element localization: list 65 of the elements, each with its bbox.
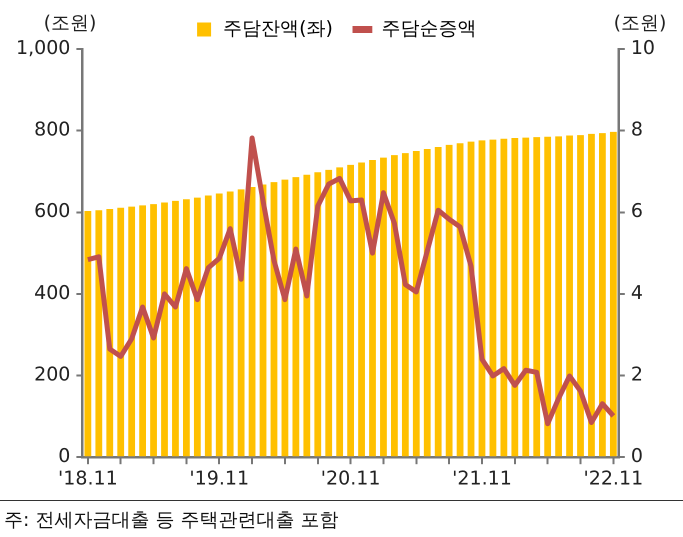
y-tick-label: 400	[34, 282, 70, 304]
bar	[204, 196, 212, 456]
bar	[248, 186, 256, 456]
bar	[456, 143, 464, 456]
bar	[369, 160, 376, 456]
bar	[555, 136, 562, 456]
bar	[270, 182, 278, 456]
bar	[139, 205, 146, 456]
bar	[84, 211, 92, 456]
bar	[183, 199, 190, 456]
bar	[172, 200, 179, 456]
legend-label: 주담순증액	[381, 17, 476, 40]
bar	[522, 138, 530, 456]
bar	[402, 153, 409, 456]
x-tick-label: '19.11	[189, 468, 250, 490]
bar	[128, 206, 136, 456]
y2-tick-label: 6	[630, 200, 643, 222]
bar	[117, 208, 124, 456]
bar	[599, 133, 606, 456]
bar	[446, 144, 453, 456]
bar	[194, 198, 201, 456]
bar	[533, 137, 540, 456]
x-tick-label: '21.11	[452, 468, 512, 490]
bar	[588, 134, 595, 456]
y2-axis-title: (조원)	[614, 12, 666, 34]
x-tick-label: '18.11	[58, 468, 118, 490]
bar	[161, 202, 168, 456]
bar	[500, 138, 508, 456]
bar	[511, 138, 518, 456]
bar	[216, 194, 223, 456]
bar	[412, 151, 420, 456]
bar	[478, 140, 486, 456]
y-axis-title: (조원)	[44, 12, 96, 34]
y2-tick-label: 4	[630, 282, 643, 304]
legend-label: 주담잔액(좌)	[223, 17, 333, 40]
text: 주: 전세자금대출 등 주택관련대출 포함	[0, 500, 683, 533]
bar	[391, 155, 398, 456]
bar	[358, 162, 365, 456]
bar	[490, 140, 496, 456]
x-tick-label: '20.11	[320, 468, 380, 490]
y-tick-label: 0	[58, 445, 70, 468]
bar	[577, 135, 584, 456]
bar	[336, 167, 344, 456]
bar	[260, 184, 266, 456]
bar	[424, 149, 431, 456]
y2-tick-label: 10	[630, 36, 656, 59]
bar	[434, 146, 442, 456]
bar	[610, 132, 617, 456]
y2-tick-label: 8	[630, 118, 643, 141]
y2-tick-label: 0	[630, 445, 643, 468]
bar	[380, 158, 387, 456]
y-tick-label: 800	[34, 118, 70, 141]
bar	[150, 204, 157, 456]
bar	[325, 170, 332, 456]
bar	[282, 180, 288, 456]
y-tick-label: 1,000	[16, 36, 70, 59]
y-tick-label: 600	[34, 200, 70, 222]
x-tick-label: '22.11	[584, 468, 644, 490]
bar	[468, 142, 474, 456]
y-tick-label: 200	[34, 363, 70, 386]
bar	[347, 164, 354, 456]
bar	[292, 177, 300, 456]
bar	[566, 136, 573, 456]
bar	[544, 136, 552, 456]
y2-tick-label: 2	[630, 363, 643, 386]
